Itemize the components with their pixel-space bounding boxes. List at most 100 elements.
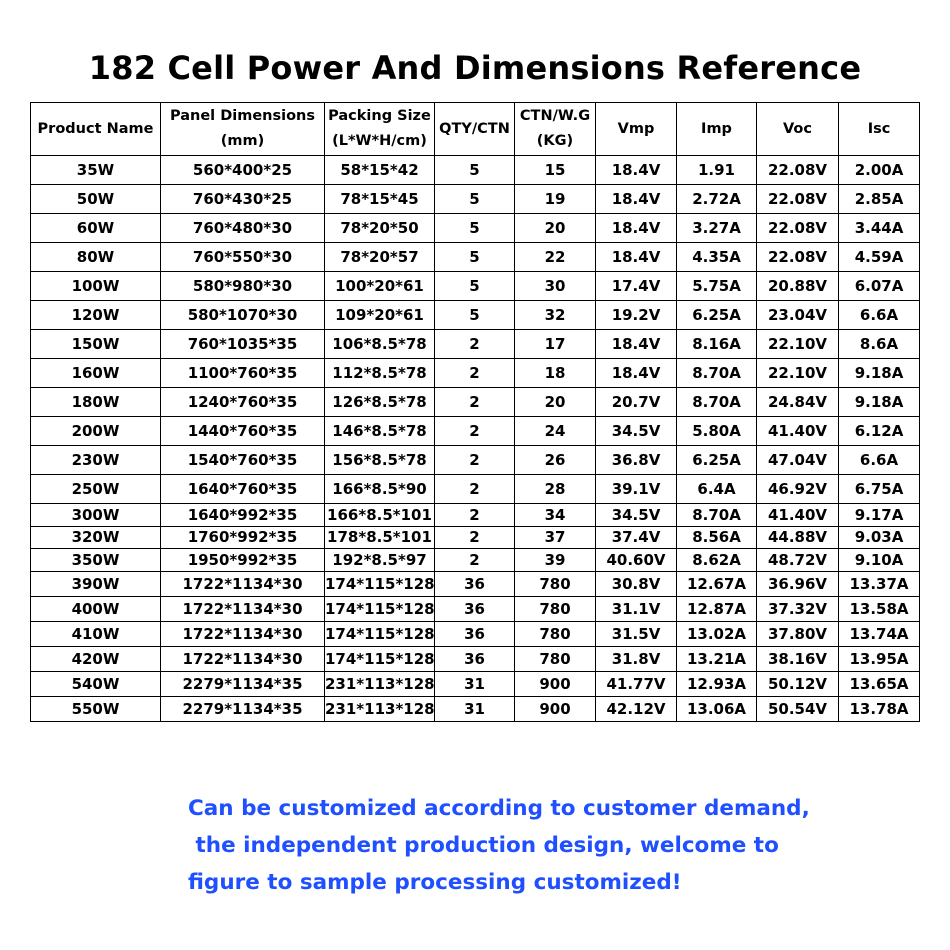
packing-size-cell: 78*20*57 — [324, 242, 435, 272]
table-row: 200W 1440*760*35 146*8.5*78 2 24 34.5V 5.80A 41… — [30, 416, 920, 446]
product-name-cell: 320W — [30, 525, 161, 549]
isc-cell: 2.00A — [838, 155, 920, 185]
voc-cell: 22.08V — [756, 155, 839, 185]
imp-cell: 13.21A — [676, 645, 757, 672]
product-name-cell: 230W — [30, 445, 161, 475]
customization-note: Can be customized according to customer … — [188, 790, 810, 901]
imp-cell: 8.56A — [676, 525, 757, 549]
table-row: 150W 760*1035*35 106*8.5*78 2 17 18.4V 8.16A 22… — [30, 329, 920, 359]
page-title: 182 Cell Power And Dimensions Reference — [88, 49, 862, 87]
panel-dimensions-cell: 1640*992*35 — [160, 503, 325, 527]
isc-cell: 13.95A — [838, 645, 920, 672]
qty-ctn-cell: 36 — [434, 620, 515, 647]
voc-cell: 50.54V — [756, 695, 839, 722]
table-row: 350W 1950*992*35 192*8.5*97 2 39 40.60V 8.62A 4… — [30, 548, 920, 572]
vmp-cell: 36.8V — [595, 445, 677, 475]
imp-cell: 6.4A — [676, 474, 757, 504]
isc-cell: 9.18A — [838, 387, 920, 417]
panel-dimensions-cell: 1722*1134*30 — [160, 620, 325, 647]
product-name-cell: 120W — [30, 300, 161, 330]
packing-size-cell: 58*15*42 — [324, 155, 435, 185]
imp-cell: 1.91 — [676, 155, 757, 185]
packing-size-cell: 78*20*50 — [324, 213, 435, 243]
voc-cell: 24.84V — [756, 387, 839, 417]
imp-cell: 8.16A — [676, 329, 757, 359]
packing-size-cell: 174*115*128 — [324, 570, 435, 597]
ctn-weight-cell: 780 — [514, 570, 596, 597]
isc-cell: 6.07A — [838, 271, 920, 301]
vmp-cell: 31.8V — [595, 645, 677, 672]
table-row: 250W 1640*760*35 166*8.5*90 2 28 39.1V 6.4A 46.… — [30, 474, 920, 504]
isc-cell: 6.12A — [838, 416, 920, 446]
product-name-cell: 200W — [30, 416, 161, 446]
table-row: 400W 1722*1134*30 174*115*128 36 780 31.1V 12.… — [30, 595, 920, 622]
imp-cell: 6.25A — [676, 300, 757, 330]
voc-cell: 41.40V — [756, 503, 839, 527]
packing-size-cell: 100*20*61 — [324, 271, 435, 301]
panel-dimensions-cell: 2279*1134*35 — [160, 695, 325, 722]
vmp-cell: 18.4V — [595, 155, 677, 185]
imp-cell: 2.72A — [676, 184, 757, 214]
isc-cell: 9.18A — [838, 358, 920, 388]
qty-ctn-cell: 36 — [434, 570, 515, 597]
isc-cell: 6.6A — [838, 300, 920, 330]
product-name-cell: 100W — [30, 271, 161, 301]
packing-size-cell: 178*8.5*101 — [324, 525, 435, 549]
packing-size-cell: 109*20*61 — [324, 300, 435, 330]
header-qty-ctn: QTY/CTN — [434, 102, 515, 156]
panel-dimensions-cell: 1440*760*35 — [160, 416, 325, 446]
voc-cell: 37.32V — [756, 595, 839, 622]
customization-note-line: Can be customized according to customer … — [188, 796, 810, 821]
product-name-cell: 50W — [30, 184, 161, 214]
qty-ctn-cell: 5 — [434, 242, 515, 272]
table-row: 120W 580*1070*30 109*20*61 5 32 19.2V 6.25A 23.… — [30, 300, 920, 330]
header-ctn-weight: CTN/W.G (KG) — [514, 102, 596, 156]
qty-ctn-cell: 5 — [434, 155, 515, 185]
product-name-cell: 160W — [30, 358, 161, 388]
product-name-cell: 400W — [30, 595, 161, 622]
packing-size-cell: 174*115*128 — [324, 620, 435, 647]
isc-cell: 13.78A — [838, 695, 920, 722]
isc-cell: 8.6A — [838, 329, 920, 359]
vmp-cell: 18.4V — [595, 213, 677, 243]
qty-ctn-cell: 2 — [434, 548, 515, 572]
isc-cell: 9.10A — [838, 548, 920, 572]
isc-cell: 13.74A — [838, 620, 920, 647]
product-name-cell: 350W — [30, 548, 161, 572]
imp-cell: 8.70A — [676, 358, 757, 388]
table-row: 390W 1722*1134*30 174*115*128 36 780 30.8V 12.… — [30, 570, 920, 597]
product-name-cell: 390W — [30, 570, 161, 597]
qty-ctn-cell: 2 — [434, 445, 515, 475]
panel-dimensions-cell: 1722*1134*30 — [160, 570, 325, 597]
table-body: 35W 560*400*25 58*15*42 5 15 18.4V 1.91 22.08V 2… — [30, 155, 920, 722]
voc-cell: 37.80V — [756, 620, 839, 647]
customization-note-line: the independent production design, welco… — [188, 833, 779, 858]
table-row: 420W 1722*1134*30 174*115*128 36 780 31.8V 13.… — [30, 645, 920, 672]
voc-cell: 38.16V — [756, 645, 839, 672]
vmp-cell: 19.2V — [595, 300, 677, 330]
ctn-weight-cell: 30 — [514, 271, 596, 301]
voc-cell: 22.08V — [756, 213, 839, 243]
ctn-weight-cell: 22 — [514, 242, 596, 272]
ctn-weight-cell: 28 — [514, 474, 596, 504]
vmp-cell: 30.8V — [595, 570, 677, 597]
table-row: 550W 2279*1134*35 231*113*128 31 900 42.12V 13… — [30, 695, 920, 722]
qty-ctn-cell: 2 — [434, 358, 515, 388]
imp-cell: 5.75A — [676, 271, 757, 301]
vmp-cell: 18.4V — [595, 329, 677, 359]
ctn-weight-cell: 39 — [514, 548, 596, 572]
vmp-cell: 41.77V — [595, 670, 677, 697]
panel-dimensions-cell: 760*480*30 — [160, 213, 325, 243]
qty-ctn-cell: 5 — [434, 271, 515, 301]
panel-dimensions-cell: 1240*760*35 — [160, 387, 325, 417]
isc-cell: 13.58A — [838, 595, 920, 622]
table-row: 160W 1100*760*35 112*8.5*78 2 18 18.4V 8.70A 22… — [30, 358, 920, 388]
product-name-cell: 80W — [30, 242, 161, 272]
table-row: 80W 760*550*30 78*20*57 5 22 18.4V 4.35A 22.08V… — [30, 242, 920, 272]
imp-cell: 6.25A — [676, 445, 757, 475]
packing-size-cell: 78*15*45 — [324, 184, 435, 214]
panel-dimensions-cell: 580*980*30 — [160, 271, 325, 301]
table-row: 180W 1240*760*35 126*8.5*78 2 20 20.7V 8.70A 24… — [30, 387, 920, 417]
packing-size-cell: 166*8.5*101 — [324, 503, 435, 527]
qty-ctn-cell: 2 — [434, 416, 515, 446]
